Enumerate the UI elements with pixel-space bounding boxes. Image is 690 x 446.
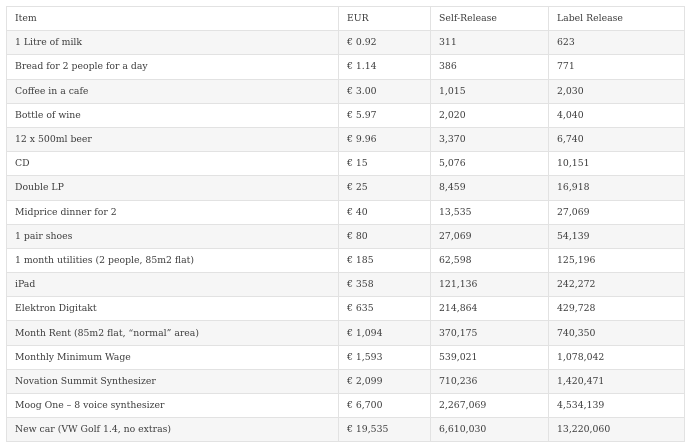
header-label-release: Label Release — [548, 5, 685, 32]
cell-label-release: 27,069 — [548, 199, 685, 225]
cell-eur: € 1,094 — [338, 320, 431, 346]
cell-label-release: 54,139 — [548, 223, 685, 249]
cell-item: Elektron Digitakt — [6, 296, 339, 322]
cell-label-release: 125,196 — [548, 247, 685, 274]
cell-eur: € 358 — [338, 272, 431, 298]
cell-label-release: 4,040 — [548, 102, 685, 128]
cell-self-release: 27,069 — [430, 223, 549, 249]
table-row: Bottle of wine € 5.97 2,020 4,040 — [6, 102, 685, 128]
cell-self-release: 5,076 — [430, 151, 549, 177]
cell-eur: € 5.97 — [338, 102, 431, 128]
table-row: Moog One – 8 voice synthesizer € 6,700 2,2… — [6, 392, 685, 419]
cell-label-release: 242,272 — [548, 272, 685, 298]
cell-label-release: 4,534,139 — [548, 392, 685, 419]
cell-label-release: 6,740 — [548, 126, 685, 153]
cell-label-release: 771 — [548, 54, 685, 80]
header-eur: EUR — [338, 5, 431, 32]
table-row: Monthly Minimum Wage € 1,593 539,021 1,078,… — [6, 344, 685, 370]
cell-self-release: 3,370 — [430, 126, 549, 153]
table-row: 1 pair shoes € 80 27,069 54,139 — [6, 223, 685, 249]
cell-self-release: 8,459 — [430, 175, 549, 201]
cell-item: Bottle of wine — [6, 102, 339, 128]
table-row: New car (VW Golf 1.4, no extras) € 19,535… — [6, 417, 685, 443]
cell-label-release: 10,151 — [548, 151, 685, 177]
table-row: 12 x 500ml beer € 9.96 3,370 6,740 — [6, 126, 685, 153]
header-self-release: Self-Release — [430, 5, 549, 32]
cell-item: Novation Summit Synthesizer — [6, 368, 339, 395]
cell-eur: € 80 — [338, 223, 431, 249]
cell-item: Month Rent (85m2 flat, “normal” area) — [6, 320, 339, 346]
cell-item: 12 x 500ml beer — [6, 126, 339, 153]
cell-item: Monthly Minimum Wage — [6, 344, 339, 370]
cell-self-release: 370,175 — [430, 320, 549, 346]
cell-self-release: 121,136 — [430, 272, 549, 298]
cell-eur: € 6,700 — [338, 392, 431, 419]
cell-eur: € 0.92 — [338, 30, 431, 56]
cell-label-release: 623 — [548, 30, 685, 56]
cell-self-release: 386 — [430, 54, 549, 80]
cell-eur: € 19,535 — [338, 417, 431, 443]
cell-self-release: 1,015 — [430, 78, 549, 104]
table-row: 1 Litre of milk € 0.92 311 623 — [6, 30, 685, 56]
cell-self-release: 6,610,030 — [430, 417, 549, 443]
cell-self-release: 62,598 — [430, 247, 549, 274]
header-item: Item — [6, 5, 339, 32]
cell-item: Moog One – 8 voice synthesizer — [6, 392, 339, 419]
cell-label-release: 16,918 — [548, 175, 685, 201]
cell-item: 1 Litre of milk — [6, 30, 339, 56]
cell-label-release: 13,220,060 — [548, 417, 685, 443]
table-header-row: Item EUR Self-Release Label Release — [6, 5, 685, 32]
cell-eur: € 40 — [338, 199, 431, 225]
cell-eur: € 25 — [338, 175, 431, 201]
cell-item: Double LP — [6, 175, 339, 201]
cell-item: 1 pair shoes — [6, 223, 339, 249]
cell-self-release: 13,535 — [430, 199, 549, 225]
table-row: Bread for 2 people for a day € 1.14 386 771 — [6, 54, 685, 80]
cell-label-release: 429,728 — [548, 296, 685, 322]
table-row: Coffee in a cafe € 3.00 1,015 2,030 — [6, 78, 685, 104]
cell-label-release: 740,350 — [548, 320, 685, 346]
cell-eur: € 3.00 — [338, 78, 431, 104]
cell-self-release: 214,864 — [430, 296, 549, 322]
table-row: iPad € 358 121,136 242,272 — [6, 272, 685, 298]
table-row: Double LP € 25 8,459 16,918 — [6, 175, 685, 201]
cell-label-release: 1,420,471 — [548, 368, 685, 395]
table-row: 1 month utilities (2 people, 85m2 flat) €… — [6, 247, 685, 274]
cell-self-release: 311 — [430, 30, 549, 56]
cell-eur: € 1,593 — [338, 344, 431, 370]
cell-eur: € 9.96 — [338, 126, 431, 153]
cell-item: Midprice dinner for 2 — [6, 199, 339, 225]
cell-self-release: 2,267,069 — [430, 392, 549, 419]
cell-eur: € 1.14 — [338, 54, 431, 80]
cell-item: CD — [6, 151, 339, 177]
cell-item: iPad — [6, 272, 339, 298]
table-row: CD € 15 5,076 10,151 — [6, 151, 685, 177]
cell-item: Bread for 2 people for a day — [6, 54, 339, 80]
cell-eur: € 2,099 — [338, 368, 431, 395]
cell-self-release: 710,236 — [430, 368, 549, 395]
cell-item: New car (VW Golf 1.4, no extras) — [6, 417, 339, 443]
table-row: Midprice dinner for 2 € 40 13,535 27,069 — [6, 199, 685, 225]
cell-item: 1 month utilities (2 people, 85m2 flat) — [6, 247, 339, 274]
cell-item: Coffee in a cafe — [6, 78, 339, 104]
cell-self-release: 539,021 — [430, 344, 549, 370]
cell-label-release: 1,078,042 — [548, 344, 685, 370]
cell-eur: € 185 — [338, 247, 431, 274]
table-row: Month Rent (85m2 flat, “normal” area) € 1… — [6, 320, 685, 346]
price-comparison-table: Item EUR Self-Release Label Release 1 Li… — [6, 5, 685, 443]
cell-self-release: 2,020 — [430, 102, 549, 128]
cell-eur: € 15 — [338, 151, 431, 177]
table-row: Novation Summit Synthesizer € 2,099 710,23… — [6, 368, 685, 395]
table-row: Elektron Digitakt € 635 214,864 429,728 — [6, 296, 685, 322]
cell-eur: € 635 — [338, 296, 431, 322]
cell-label-release: 2,030 — [548, 78, 685, 104]
